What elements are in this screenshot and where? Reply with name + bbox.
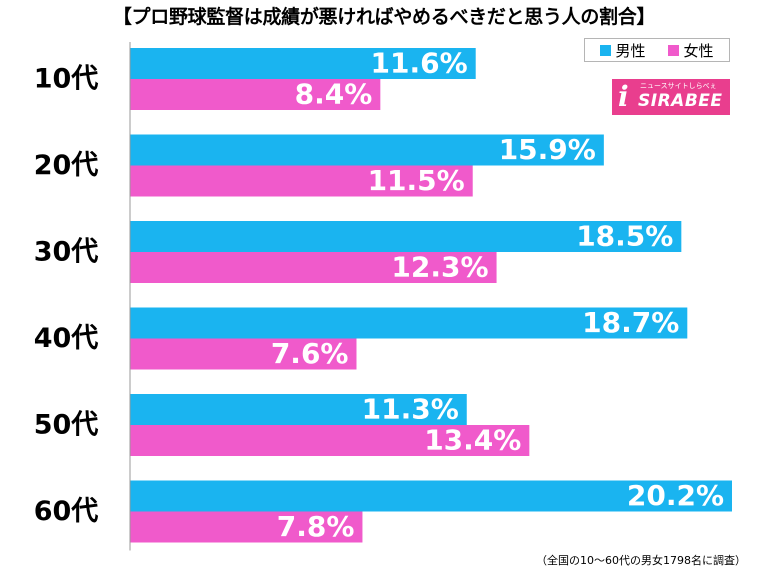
legend-swatch-male: [600, 44, 612, 56]
data-label-male: 18.7%: [582, 306, 679, 339]
legend-item-male: 男性: [600, 40, 646, 61]
bar-male: [130, 394, 467, 425]
bar-male: [130, 307, 688, 339]
data-label-female: 7.6%: [271, 337, 349, 370]
chart-title: 【プロ野球監督は成績が悪ければやめるべきだと思う人の割合】: [112, 6, 656, 28]
footnote: （全国の10～60代の男女1798名に調査）: [536, 554, 746, 567]
data-label-male: 20.2%: [627, 479, 724, 512]
legend-item-female: 女性: [668, 40, 714, 61]
data-label-male: 15.9%: [499, 133, 596, 166]
legend-swatch-female: [668, 44, 680, 56]
i-mark-icon: i: [618, 80, 629, 113]
bar-female: [130, 79, 381, 110]
data-label-male: 11.3%: [362, 393, 459, 426]
category-label: 60代: [34, 496, 99, 527]
legend-label-female: 女性: [683, 41, 714, 60]
category-label: 30代: [34, 237, 99, 268]
logo-tagline: ニュースサイトしらべぇ: [640, 82, 717, 90]
category-label: 20代: [34, 150, 99, 181]
data-label-female: 8.4%: [295, 78, 373, 111]
data-label-female: 12.3%: [391, 251, 488, 284]
legend: 男性 女性: [584, 38, 730, 62]
bar-male: [130, 48, 476, 79]
bar-female: [130, 511, 363, 543]
data-label-male: 18.5%: [576, 220, 673, 253]
bar-male: [130, 134, 604, 166]
bar-female: [130, 425, 530, 456]
legend-label-male: 男性: [615, 41, 646, 60]
category-label: 40代: [34, 323, 99, 354]
bar-male: [130, 221, 682, 252]
category-label: 50代: [34, 410, 99, 441]
bar-male: [130, 480, 732, 512]
data-label-female: 13.4%: [424, 424, 521, 457]
category-label: 10代: [34, 64, 99, 95]
logo-word: SIRABEE: [638, 91, 723, 111]
sirabee-logo: i ニュースサイトしらべぇ SIRABEE: [612, 79, 730, 115]
bar-female: [130, 165, 473, 197]
bar-female: [130, 252, 497, 283]
bar-female: [130, 338, 357, 370]
data-label-female: 7.8%: [277, 510, 355, 543]
data-label-male: 11.6%: [371, 47, 468, 80]
data-label-female: 11.5%: [368, 164, 465, 197]
